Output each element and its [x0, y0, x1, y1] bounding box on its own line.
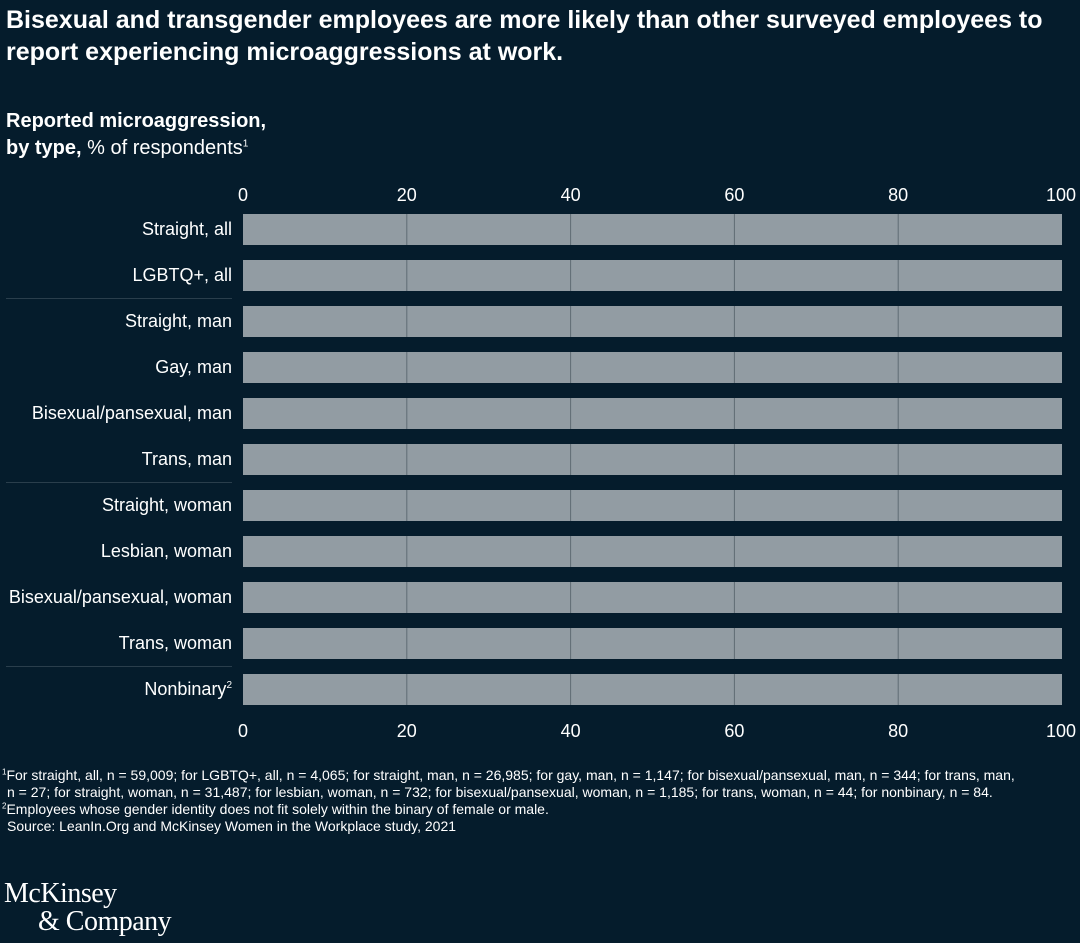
gridlines-group — [406, 214, 899, 705]
bar-straight-woman — [243, 490, 1062, 521]
x-tick-label: 0 — [238, 185, 248, 205]
category-label: Nonbinary2 — [144, 679, 232, 699]
chart-subtitle: Reported microaggression, by type, % of … — [6, 108, 266, 162]
category-label-text: Gay, man — [155, 357, 232, 377]
x-tick-label: 20 — [397, 185, 417, 205]
category-label: Trans, man — [142, 449, 232, 469]
bar-straight-all — [243, 214, 1062, 245]
category-label: LGBTQ+, all — [132, 265, 232, 285]
logo-line-1: McKinsey — [4, 878, 117, 909]
footnotes: 1For straight, all, n = 59,009; for LGBT… — [2, 767, 1078, 835]
footnote-1-line-2: n = 27; for straight, woman, n = 31,487;… — [7, 784, 993, 800]
x-tick-label: 100 — [1046, 185, 1076, 205]
bar-nonbinary — [243, 674, 1062, 705]
category-label-text: Bisexual/pansexual, man — [31, 403, 232, 423]
category-label-text: Lesbian, woman — [100, 541, 232, 561]
x-tick-label: 60 — [724, 721, 744, 741]
category-label-text: Trans, woman — [118, 633, 232, 653]
x-tick-label: 80 — [888, 185, 908, 205]
footnote-1-marker: 1 — [2, 767, 7, 777]
bar-chart: 0 20 40 60 80 100 0 20 40 60 80 100 — [6, 185, 1076, 741]
bars-group — [243, 214, 1062, 705]
footnote-2-marker: 2 — [2, 801, 7, 811]
source-note: Source: LeanIn.Org and McKinsey Women in… — [7, 818, 457, 834]
category-label-text: Trans, man — [141, 449, 232, 469]
x-tick-label: 100 — [1046, 721, 1076, 741]
category-label-text: Straight, man — [124, 311, 232, 331]
category-label-text: Bisexual/pansexual, woman — [8, 587, 232, 607]
category-label-text: Straight, woman — [101, 495, 232, 515]
bar-trans-woman — [243, 628, 1062, 659]
bar-lgbtq-all — [243, 260, 1062, 291]
bar-lesbian-woman — [243, 536, 1062, 567]
x-tick-label: 40 — [561, 185, 581, 205]
subtitle-unit: % of respondents — [81, 137, 243, 159]
x-tick-label: 40 — [561, 721, 581, 741]
footnote-1-line-1: 1For straight, all, n = 59,009; for LGBT… — [2, 767, 1078, 784]
x-tick-label: 0 — [238, 721, 248, 741]
category-label: Gay, man — [155, 357, 232, 377]
subtitle-bold-2: by type, — [6, 137, 82, 159]
category-label: Straight, man — [125, 311, 232, 331]
logo-line-2: & Company — [38, 906, 172, 937]
category-label: Trans, woman — [119, 633, 232, 653]
footnote-2-text: Employees whose gender identity does not… — [6, 801, 549, 817]
category-footnote-marker: 2 — [226, 680, 232, 691]
category-label: Straight, woman — [102, 495, 232, 515]
x-axis-top: 0 20 40 60 80 100 — [238, 185, 1076, 205]
bar-trans-man — [243, 444, 1062, 475]
x-tick-label: 80 — [888, 721, 908, 741]
category-label-text: Straight, all — [141, 219, 232, 239]
category-label-text: LGBTQ+, all — [132, 265, 232, 285]
bar-bisexual-pansexual-man — [243, 398, 1062, 429]
bar-straight-man — [243, 306, 1062, 337]
footnote-2: 2Employees whose gender identity does no… — [2, 801, 1078, 818]
category-label: Lesbian, woman — [101, 541, 232, 561]
category-label: Bisexual/pansexual, woman — [9, 587, 232, 607]
footnote-1-text: For straight, all, n = 59,009; for LGBTQ… — [6, 767, 1015, 783]
mckinsey-logo: McKinsey & Company — [4, 878, 172, 937]
category-label: Bisexual/pansexual, man — [32, 403, 232, 423]
group-separators — [6, 298, 232, 667]
x-tick-label: 20 — [397, 721, 417, 741]
subtitle-footnote-marker: 1 — [242, 138, 249, 150]
category-label: Straight, all — [142, 219, 232, 239]
subtitle-bold-1: Reported microaggression, — [6, 110, 267, 132]
category-label-text: Nonbinary — [144, 679, 227, 699]
bar-bisexual-pansexual-woman — [243, 582, 1062, 613]
x-axis-bottom: 0 20 40 60 80 100 — [238, 721, 1076, 741]
x-tick-label: 60 — [724, 185, 744, 205]
chart-title: Bisexual and transgender employees are m… — [6, 6, 1043, 66]
bar-gay-man — [243, 352, 1062, 383]
